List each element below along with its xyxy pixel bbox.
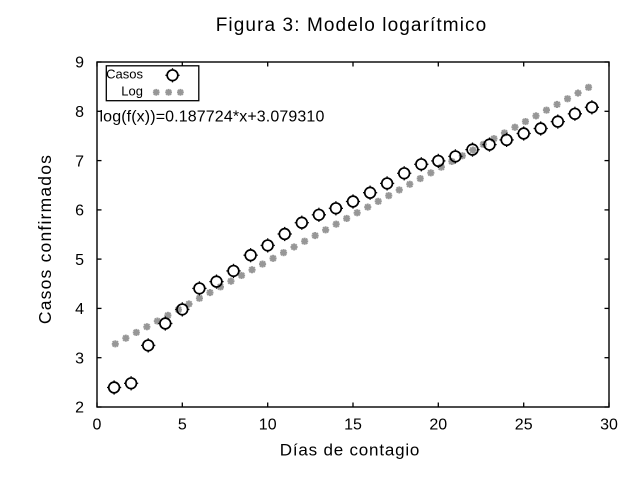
svg-text:5: 5 xyxy=(75,252,84,269)
svg-text:Figura 3: Modelo logarítmico: Figura 3: Modelo logarítmico xyxy=(216,15,488,36)
svg-text:7: 7 xyxy=(75,153,84,170)
svg-text:Días de contagio: Días de contagio xyxy=(280,441,420,460)
svg-text:10: 10 xyxy=(259,417,277,434)
svg-text:9: 9 xyxy=(75,55,84,72)
svg-text:20: 20 xyxy=(429,417,447,434)
svg-text:log(f(x))=0.187724*x+3.079310: log(f(x))=0.187724*x+3.079310 xyxy=(100,109,325,126)
svg-text:Casos: Casos xyxy=(106,67,143,82)
svg-text:2: 2 xyxy=(75,400,84,417)
svg-text:Log: Log xyxy=(121,84,143,99)
svg-text:30: 30 xyxy=(600,417,618,434)
svg-text:15: 15 xyxy=(344,417,362,434)
svg-text:4: 4 xyxy=(75,301,84,318)
svg-text:25: 25 xyxy=(515,417,533,434)
svg-text:Casos confirmados: Casos confirmados xyxy=(35,154,55,324)
svg-text:6: 6 xyxy=(75,203,84,220)
svg-text:8: 8 xyxy=(75,104,84,121)
svg-text:5: 5 xyxy=(178,417,187,434)
svg-text:3: 3 xyxy=(75,350,84,367)
svg-text:0: 0 xyxy=(93,417,102,434)
